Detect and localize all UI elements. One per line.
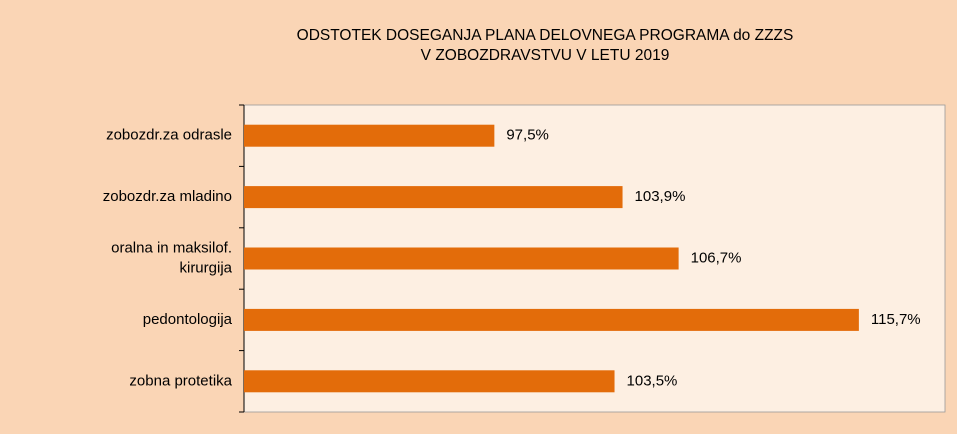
chart-title: ODSTOTEK DOSEGANJA PLANA DELOVNEGA PROGR… xyxy=(297,27,794,64)
value-label: 103,5% xyxy=(627,372,678,389)
y-tick-label: oralna in maksilof. kirurgija xyxy=(111,239,233,276)
value-label: 97,5% xyxy=(506,127,549,144)
bar xyxy=(244,124,495,147)
bar xyxy=(244,370,615,393)
value-label: 115,7% xyxy=(871,311,921,328)
bar xyxy=(244,308,859,331)
value-label: 103,9% xyxy=(635,188,686,205)
bar xyxy=(244,247,679,270)
y-tick-label: zobozdr.za mladino xyxy=(103,188,232,205)
y-tick-label: pedontologija xyxy=(143,311,233,328)
value-label: 106,7% xyxy=(691,249,742,266)
y-tick-label: zobna protetika xyxy=(129,372,232,389)
bar xyxy=(244,186,623,209)
y-tick-label: zobozdr.za odrasle xyxy=(106,127,232,144)
